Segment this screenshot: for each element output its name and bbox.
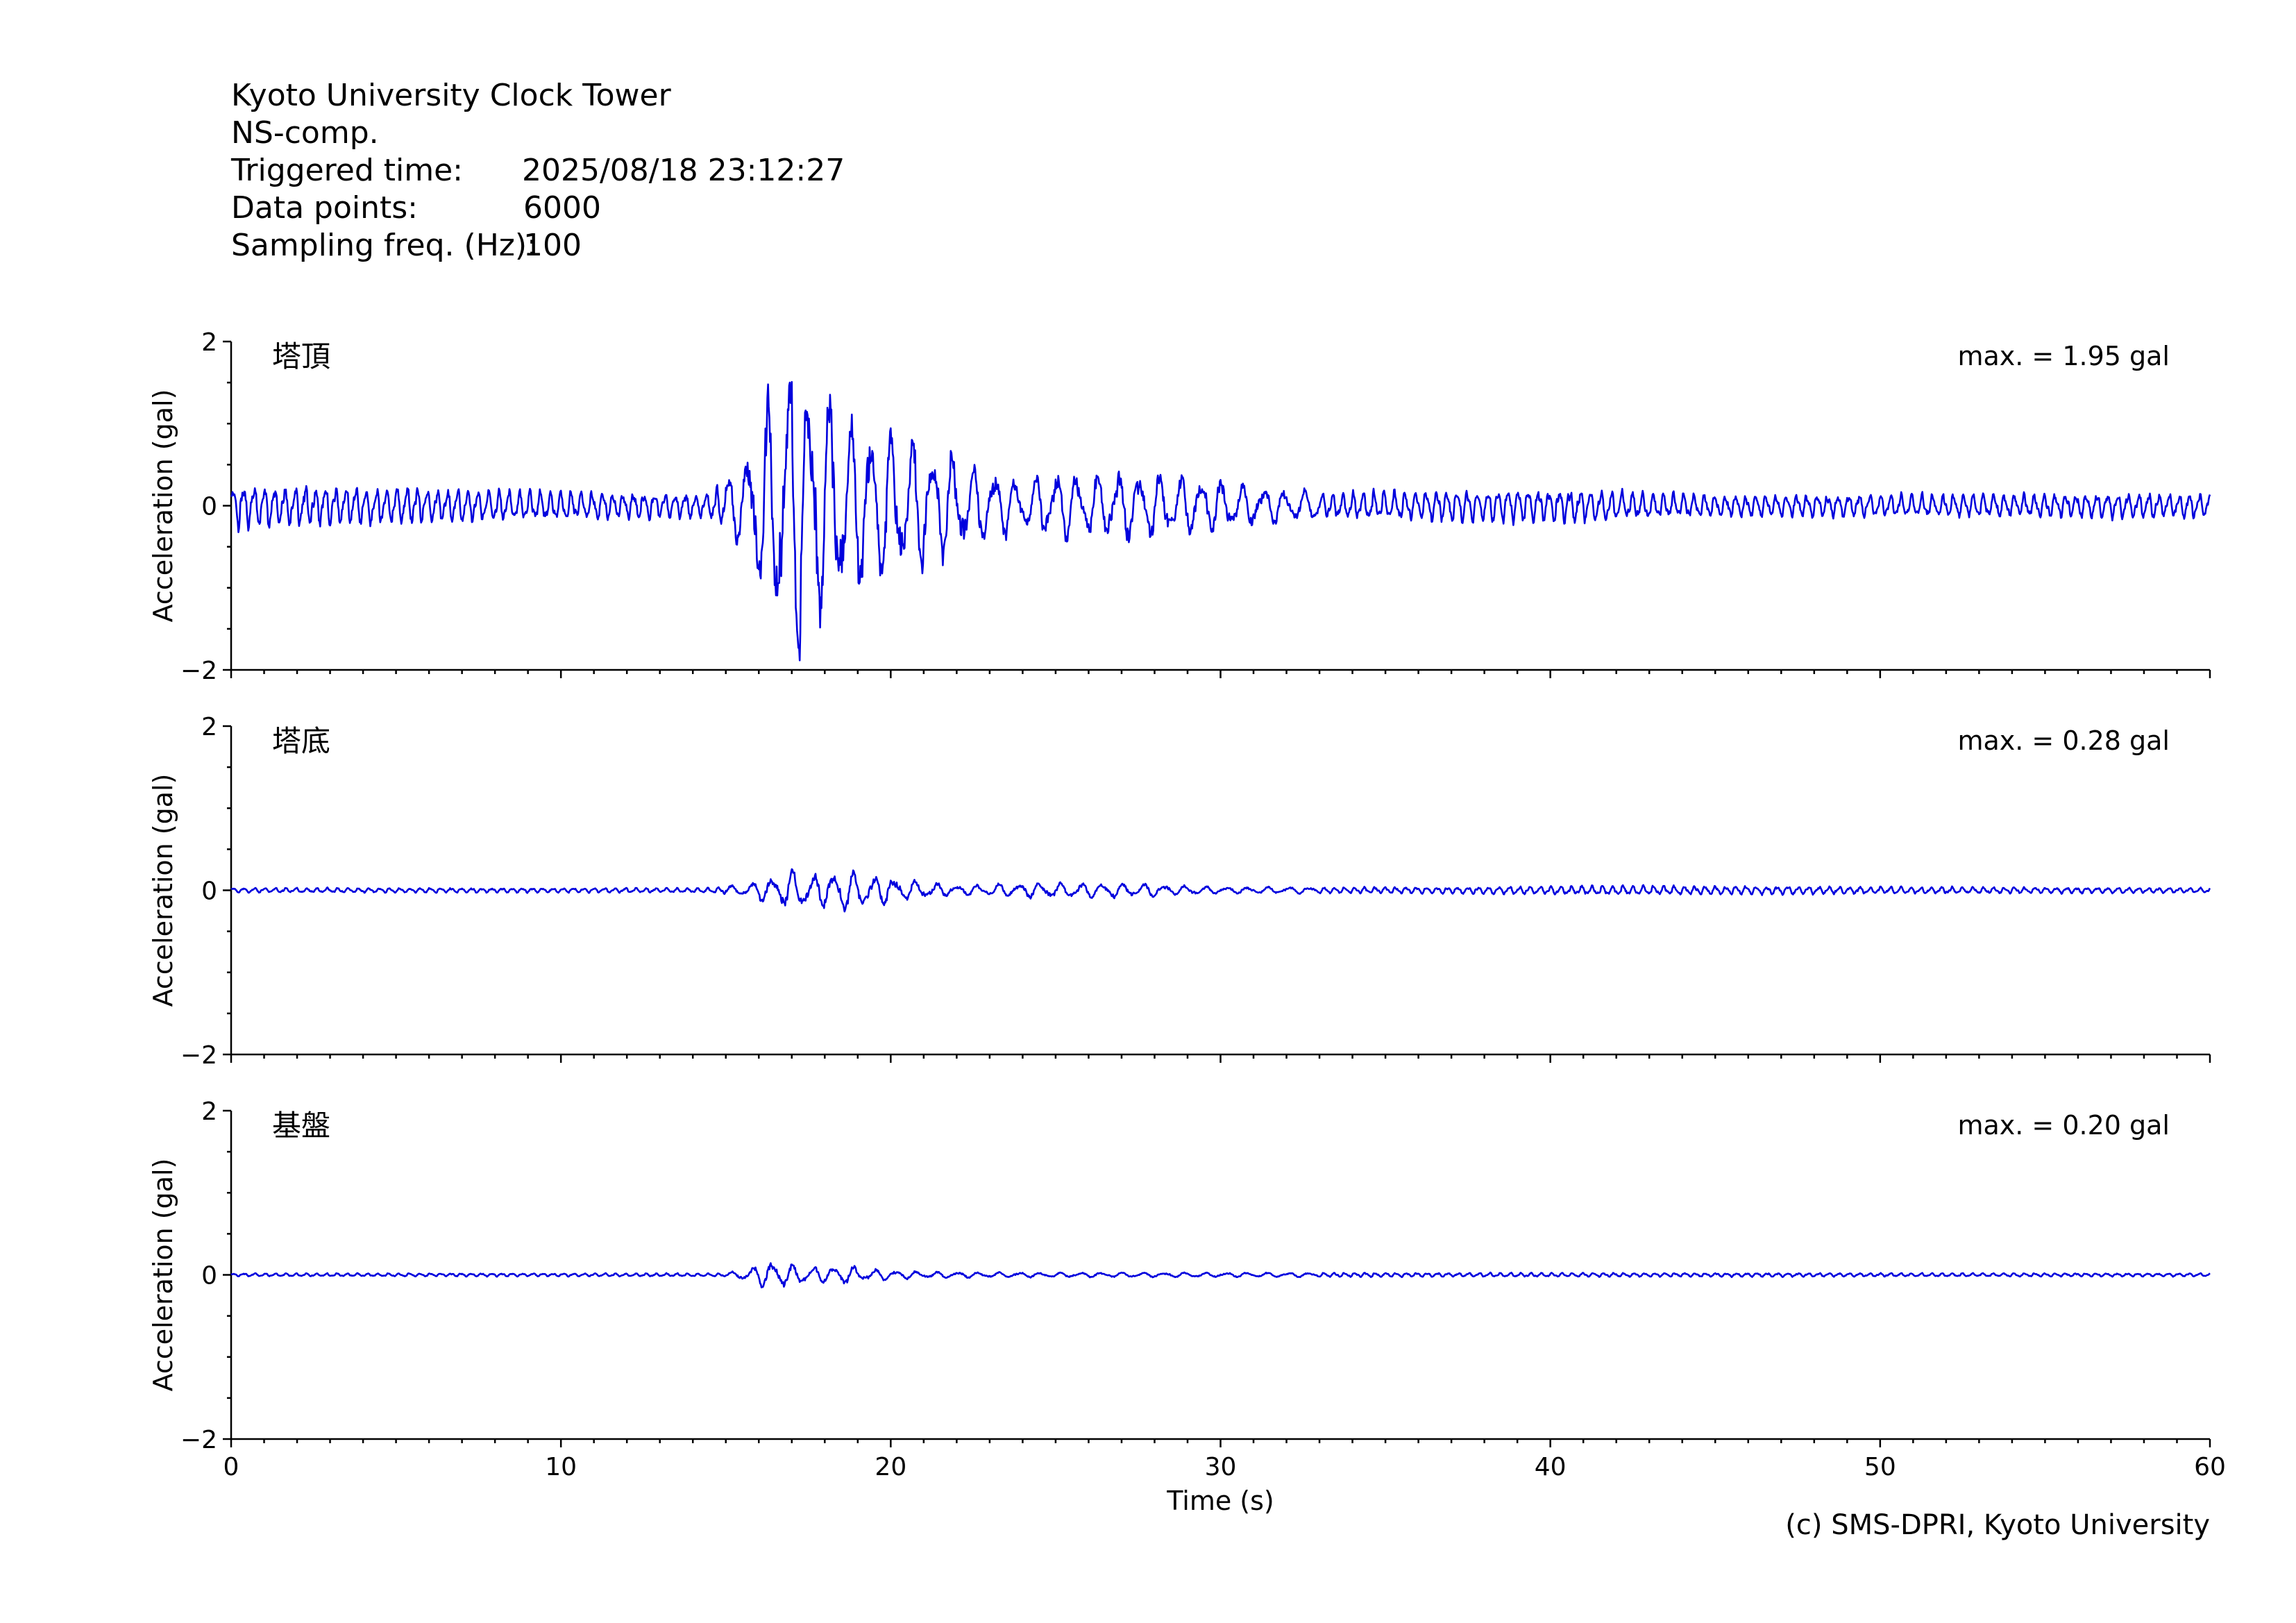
header-block: Kyoto University Clock Tower NS-comp. Tr…: [230, 78, 845, 263]
sampling-freq-label: Sampling freq. (Hz):: [231, 228, 537, 263]
triggered-time-label: Triggered time:: [230, 153, 463, 188]
x-tick-label: 40: [1535, 1453, 1567, 1481]
chart-panel-1: −2 0 2 Acceleration (gal) 塔頂 max. = 1.95 gal: [148, 328, 2211, 685]
y-axis-title: Acceleration (gal): [148, 1159, 178, 1392]
component-label: NS-comp.: [231, 115, 379, 151]
sampling-freq-value: 100: [523, 228, 582, 263]
x-tick-label: 30: [1205, 1453, 1237, 1481]
station-name: Kyoto University Clock Tower: [231, 78, 672, 113]
chart-panel-2: −2 0 2 Acceleration (gal) 塔底 max. = 0.28 gal: [148, 713, 2211, 1070]
x-tick-label: 0: [223, 1453, 239, 1481]
y-tick-label: 2: [201, 1098, 217, 1126]
waveform-trace: [230, 380, 2211, 662]
y-tick-label: −2: [180, 657, 217, 685]
x-tick-label: 60: [2194, 1453, 2226, 1481]
y-axis-title: Acceleration (gal): [148, 774, 178, 1007]
y-tick-label: 2: [201, 713, 217, 741]
y-tick-label: 2: [201, 328, 217, 357]
panel-label: 基盤: [272, 1109, 330, 1143]
waveform-trace: [230, 868, 2211, 913]
y-tick-label: −2: [180, 1426, 217, 1454]
x-tick-label: 10: [545, 1453, 577, 1481]
waveform-trace: [230, 1262, 2211, 1288]
y-tick-label: 0: [201, 877, 217, 906]
y-tick-label: 0: [201, 493, 217, 521]
y-axis-title: Acceleration (gal): [148, 389, 178, 623]
x-tick-label: 20: [875, 1453, 906, 1481]
x-axis-title: Time (s): [1166, 1486, 1274, 1516]
panel-label: 塔頂: [272, 339, 330, 373]
data-points-label: Data points:: [231, 190, 418, 226]
y-tick-label: 0: [201, 1262, 217, 1290]
x-tick-label: 50: [1864, 1453, 1896, 1481]
max-amplitude-label: max. = 0.20 gal: [1957, 1110, 2170, 1141]
data-points-value: 6000: [523, 190, 601, 226]
max-amplitude-label: max. = 0.28 gal: [1957, 725, 2170, 756]
panel-label: 塔底: [272, 724, 330, 758]
triggered-time-value: 2025/08/18 23:12:27: [522, 153, 845, 188]
max-amplitude-label: max. = 1.95 gal: [1957, 341, 2170, 371]
y-tick-label: −2: [180, 1041, 217, 1070]
credit-text: (c) SMS-DPRI, Kyoto University: [1785, 1509, 2210, 1541]
